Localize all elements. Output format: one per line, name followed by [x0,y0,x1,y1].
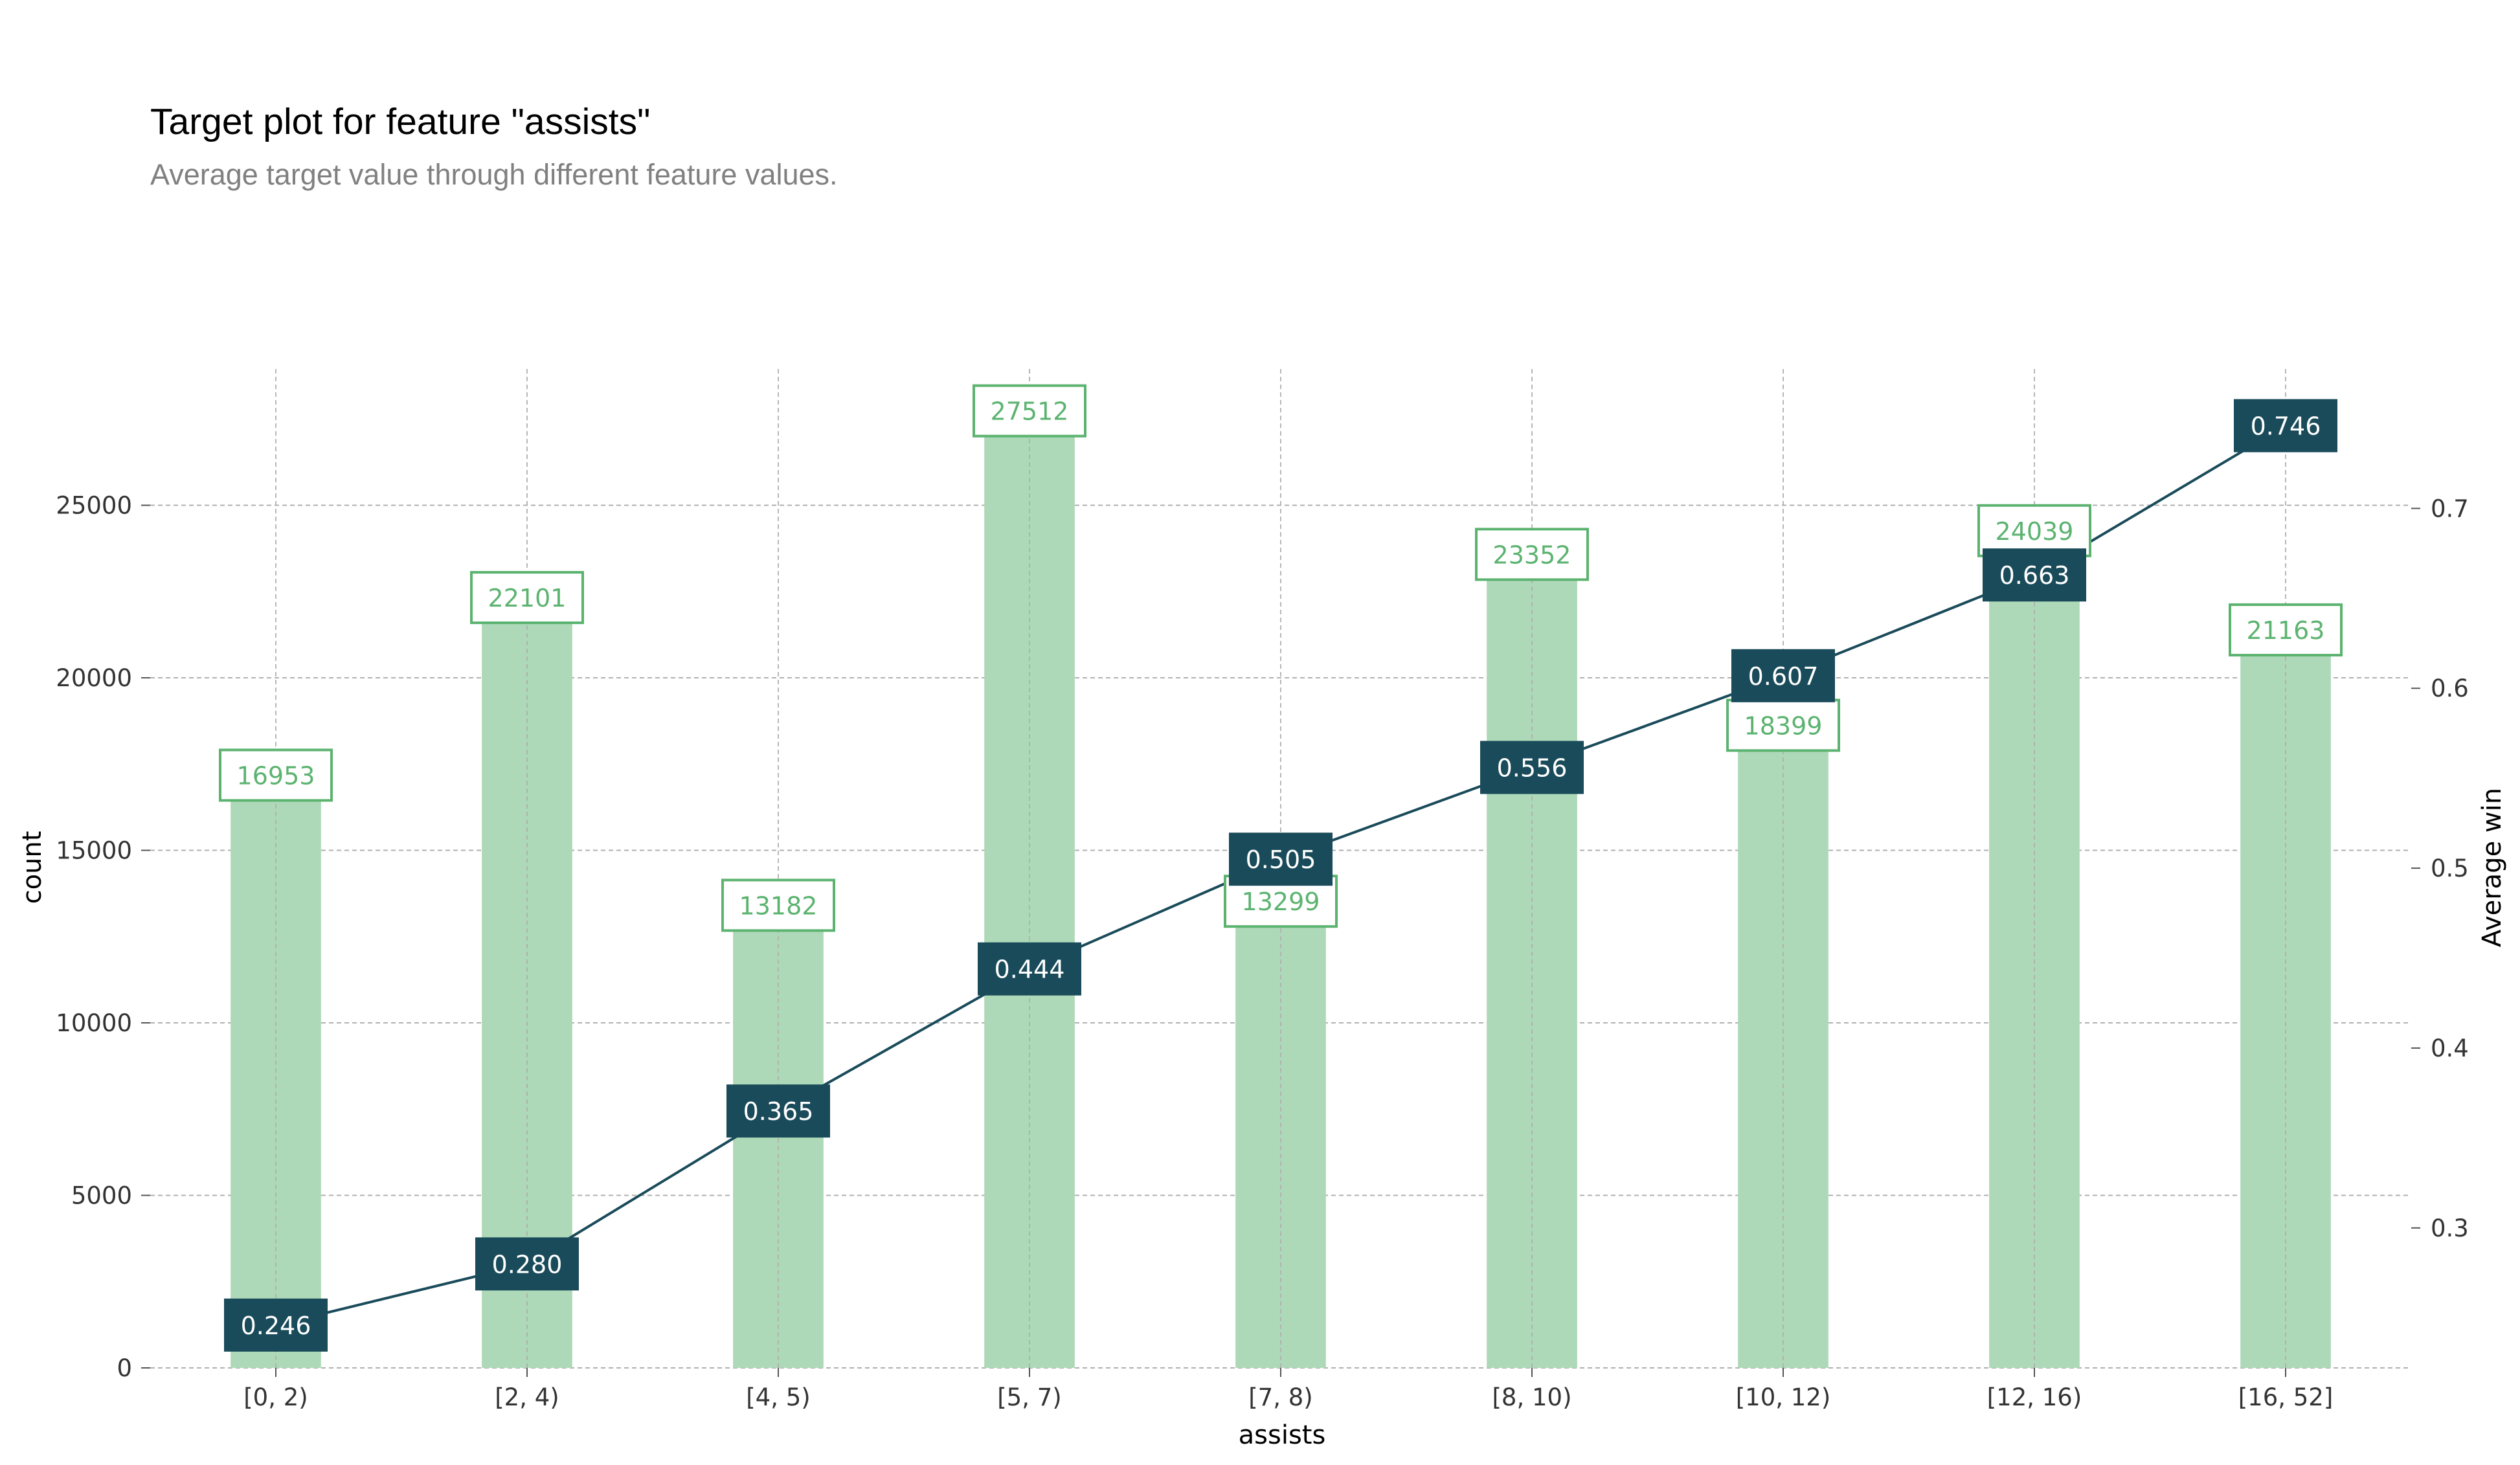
line-value-box [1229,833,1333,886]
line-value-label: 0.280 [492,1250,563,1279]
bar-value-box [721,878,835,932]
y-tick-label: 25000 [56,492,132,520]
y2-tick-label: 0.5 [2431,855,2469,882]
bar-value-label: 13182 [739,891,818,920]
line-value-box [1983,548,2086,602]
bar-value-box [2229,603,2343,657]
y-tick-label: 10000 [56,1009,132,1037]
chart-title: Target plot for feature "assists" [150,101,650,142]
line-value-label: 0.365 [743,1097,814,1126]
x-tick-label: [8, 10) [1492,1383,1571,1411]
line-value-label: 0.746 [2251,412,2321,441]
bar-value-label: 23352 [1493,541,1571,569]
chart-subtitle: Average target value through different f… [150,158,838,191]
bar-value-box [219,748,333,802]
bar-series [231,369,2331,1369]
y2-tick-label: 0.3 [2431,1214,2469,1242]
x-tick-label: [10, 12) [1736,1383,1831,1411]
x-tick-label: [7, 8) [1248,1383,1312,1411]
line-value-box [1731,649,1835,702]
bar-value-box [1726,699,1840,752]
line-value-box [2234,399,2337,453]
y2-tick-label: 0.6 [2431,675,2469,702]
bar-value-label: 27512 [991,397,1069,426]
line-value-label: 0.663 [1999,561,2070,590]
line-value-label: 0.246 [241,1312,311,1340]
line-value-box [726,1084,830,1138]
bar-value-box [470,571,584,625]
line-value-label: 0.505 [1246,845,1316,874]
y-axis-label: count [17,831,47,904]
y2-tick-label: 0.7 [2431,495,2469,522]
x-tick-label: [4, 5) [746,1383,810,1411]
x-axis-label: assists [1239,1420,1326,1450]
line-value-box [224,1298,328,1352]
x-tick-label: [16, 52] [2238,1383,2334,1411]
line-value-label: 0.556 [1497,754,1568,782]
line-value-label: 0.607 [1748,662,1819,691]
y-tick-label: 0 [117,1354,132,1382]
y2-tick-label: 0.4 [2431,1034,2469,1062]
x-tick-label: [12, 16) [1987,1383,2082,1411]
line-value-box [475,1237,579,1291]
bar-value-box [1977,504,2091,557]
bar-value-label: 13299 [1242,888,1320,916]
y-tick-label: 20000 [56,664,132,692]
bar-value-box [1475,528,1589,581]
bar-value-box [973,384,1086,438]
bar-value-label: 21163 [2247,616,2325,645]
line-value-label: 0.444 [995,956,1065,984]
line-value-labels: 0.246 0.280 0.365 0.444 0.505 0.556 0.607 0.663… [224,399,2337,1352]
bar-value-label: 16953 [237,761,315,790]
x-tick-label: [2, 4) [495,1383,559,1411]
bar-value-label: 24039 [1996,517,2074,546]
y-tick-label: 15000 [56,837,132,865]
x-tick-label: [5, 7) [997,1383,1061,1411]
y2-axis-label: Average win [2477,788,2507,947]
axes: 0 5000 10000 15000 20000 25000 0.3 0.4 0.5 0.6 0.7… [56,492,2469,1411]
bar-value-label: 22101 [488,584,567,612]
line-value-box [978,942,1081,996]
x-tick-label: [0, 2) [243,1383,308,1411]
y-tick-label: 5000 [71,1182,132,1210]
bar-value-label: 18399 [1744,711,1823,740]
line-value-box [1480,741,1584,794]
